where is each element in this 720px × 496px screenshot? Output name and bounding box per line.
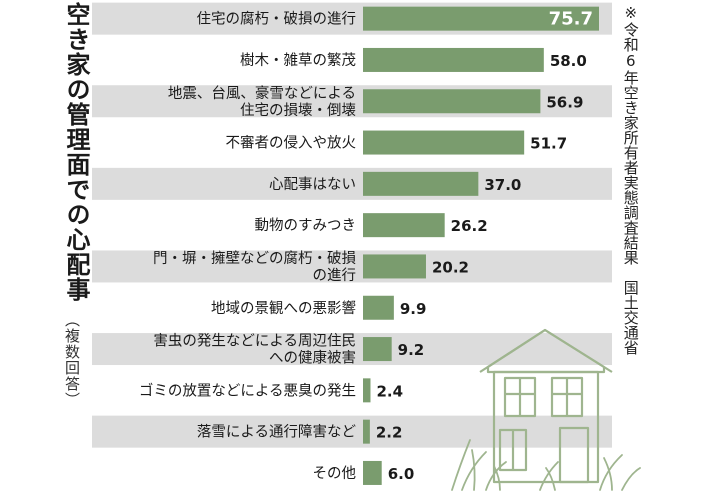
source-note: ※令和6年空き家所有者実態調査結果 国土交通省 [621, 4, 640, 355]
row-band [92, 167, 612, 200]
bar [363, 6, 599, 31]
value-label: 6.0 [388, 465, 415, 483]
category-label: 落雪による通行障害など [197, 423, 357, 441]
value-label: 26.2 [451, 217, 488, 235]
value-label: 56.9 [546, 93, 583, 111]
category-label: への健康被害 [269, 350, 356, 367]
category-label: その他 [313, 465, 357, 482]
value-label: 20.2 [432, 258, 469, 276]
category-label: 害虫の発生などによる周辺住民 [153, 333, 356, 350]
chart-subtitle: （複数回答） [63, 312, 81, 408]
value-labels: 75.7 58.0 56.9 51.7 37.0 26.2 20.2 9.9 9.2 2.4 2.2… [376, 9, 593, 483]
bar [363, 460, 382, 485]
value-label: 2.2 [376, 424, 403, 442]
bar [363, 130, 525, 155]
category-label: 門・塀・擁壁などの腐朽・破損 [153, 249, 356, 267]
category-label: ゴミの放置などによる悪臭の発生 [139, 381, 356, 399]
value-label: 9.2 [398, 341, 425, 359]
bar [363, 337, 392, 362]
row-band [92, 333, 612, 366]
bar [363, 295, 394, 320]
bar [363, 213, 445, 238]
value-label: 2.4 [376, 382, 403, 400]
bar [363, 89, 541, 114]
left-margin [0, 0, 54, 496]
house-illustration [451, 328, 641, 491]
category-label: 動物のすみつき [255, 217, 357, 234]
bar [363, 419, 370, 444]
bar [363, 171, 479, 196]
value-label: 75.7 [549, 9, 593, 30]
category-labels: 住宅の腐朽・破損の進行樹木・雑草の繁茂地震、台風、豪雪などによる住宅の損壊・倒壊… [139, 10, 357, 482]
right-margin [662, 0, 720, 496]
category-label: 住宅の損壊・倒壊 [240, 102, 356, 119]
bar [363, 47, 544, 72]
value-label: 58.0 [550, 52, 587, 70]
category-label: 樹木・雑草の繁茂 [240, 52, 356, 69]
category-label: 不審者の侵入や放火 [226, 135, 357, 152]
value-label: 37.0 [484, 176, 521, 194]
chart-title: 空き家の管理面での心配事 [62, 2, 90, 302]
value-label: 51.7 [530, 135, 567, 153]
category-label: 住宅の腐朽・破損の進行 [197, 10, 357, 28]
row-band [92, 250, 612, 283]
bar [363, 378, 371, 403]
bar [363, 254, 426, 279]
value-label: 9.9 [400, 300, 427, 318]
bars [363, 6, 599, 485]
category-label: 心配事はない [269, 176, 356, 193]
category-label: 地震、台風、豪雪などによる [168, 85, 356, 102]
category-label: の進行 [313, 267, 357, 284]
category-label: 地域の景観への悪影響 [211, 299, 356, 317]
